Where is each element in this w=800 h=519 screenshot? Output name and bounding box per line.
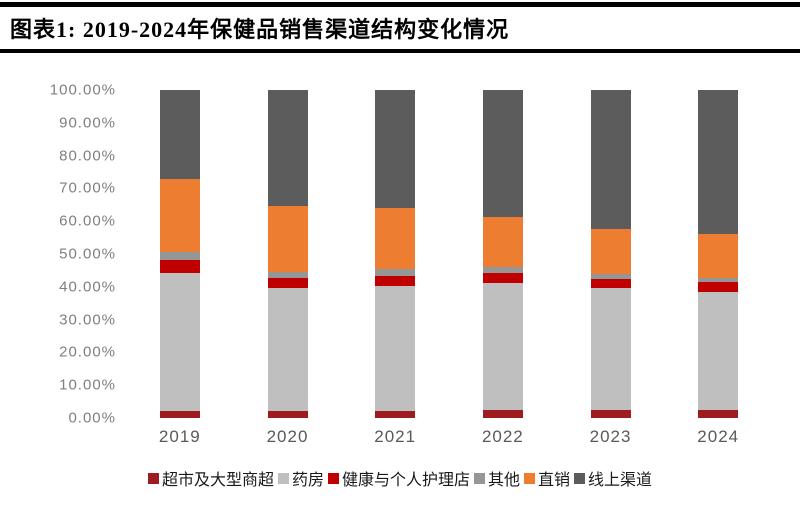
y-axis: 0.00% 10.00% 20.00% 30.00% 40.00% 50.00% 60.00… bbox=[0, 83, 118, 426]
bar-segment bbox=[482, 90, 523, 217]
legend-label: 健康与个人护理店 bbox=[341, 472, 470, 489]
bar-segment bbox=[267, 206, 308, 272]
y-tick-label: 30.00% bbox=[59, 311, 116, 329]
legend-label: 其他 bbox=[488, 472, 521, 489]
bar-segment bbox=[267, 278, 308, 288]
bar-column bbox=[234, 90, 342, 418]
legend-label: 直销 bbox=[538, 472, 571, 489]
top-border-line bbox=[0, 2, 800, 7]
bar-segment bbox=[590, 274, 631, 280]
bar-segment bbox=[375, 275, 416, 286]
stacked-bar bbox=[375, 90, 416, 418]
figure-title: 图表1: 2019-2024年保健品销售渠道结构变化情况 bbox=[10, 17, 510, 42]
bar-segment bbox=[698, 291, 739, 411]
x-tick-label: 2021 bbox=[374, 427, 417, 446]
bar-column bbox=[449, 90, 557, 418]
legend-swatch bbox=[524, 472, 536, 484]
bar-segment bbox=[159, 178, 200, 253]
bar-segment bbox=[590, 410, 631, 418]
stacked-bar-plot bbox=[126, 90, 772, 418]
bar-segment bbox=[375, 208, 416, 270]
legend-label: 药房 bbox=[291, 472, 324, 489]
bar-segment bbox=[482, 273, 523, 284]
bar-column bbox=[557, 90, 665, 418]
bar-segment bbox=[267, 271, 308, 279]
y-tick-label: 100.00% bbox=[49, 81, 116, 99]
bar-segment bbox=[482, 410, 523, 418]
stacked-bar bbox=[698, 90, 739, 418]
bar-column bbox=[126, 90, 234, 418]
bar-column bbox=[664, 90, 772, 418]
bar-segment bbox=[159, 273, 200, 412]
bar-segment bbox=[267, 90, 308, 207]
bar-segment bbox=[590, 279, 631, 288]
y-tick-label: 80.00% bbox=[59, 147, 116, 165]
bar-segment bbox=[159, 259, 200, 274]
bar-segment bbox=[375, 269, 416, 276]
x-tick-label: 2022 bbox=[481, 427, 524, 446]
bar-segment bbox=[159, 90, 200, 179]
bar-column bbox=[341, 90, 449, 418]
legend-item: 其他 bbox=[474, 466, 520, 490]
bar-segment bbox=[375, 285, 416, 411]
legend-swatch bbox=[574, 472, 586, 484]
legend-item: 线上渠道 bbox=[574, 466, 652, 490]
legend-label: 线上渠道 bbox=[588, 472, 653, 489]
bar-segment bbox=[482, 266, 523, 274]
y-tick-label: 50.00% bbox=[59, 245, 116, 263]
x-tick-label: 2019 bbox=[158, 427, 201, 446]
y-tick-label: 0.00% bbox=[68, 409, 116, 427]
bar-segment bbox=[698, 278, 739, 283]
x-axis: 2019 2020 2021 2022 2023 2024 bbox=[126, 427, 772, 447]
y-tick-label: 10.00% bbox=[59, 376, 116, 394]
stacked-bar bbox=[482, 90, 523, 418]
bar-segment bbox=[698, 90, 739, 235]
bar-segment bbox=[267, 287, 308, 412]
stacked-bar bbox=[590, 90, 631, 418]
bar-segment bbox=[482, 283, 523, 411]
y-tick-label: 40.00% bbox=[59, 278, 116, 296]
legend-swatch bbox=[147, 472, 159, 484]
legend-item: 健康与个人护理店 bbox=[327, 466, 470, 490]
legend-swatch bbox=[277, 472, 289, 484]
legend-item: 超市及大型商超 bbox=[147, 466, 274, 490]
bar-segment bbox=[590, 287, 631, 411]
legend-label: 超市及大型商超 bbox=[161, 472, 274, 489]
chart-legend: 超市及大型商超 药房 健康与个人护理店 其他 直销 线上渠道 bbox=[0, 466, 800, 490]
y-tick-label: 60.00% bbox=[59, 212, 116, 230]
bar-segment bbox=[482, 216, 523, 267]
x-tick-label: 2023 bbox=[589, 427, 632, 446]
bar-segment bbox=[159, 411, 200, 418]
bar-segment bbox=[375, 90, 416, 209]
bar-segment bbox=[590, 229, 631, 275]
legend-item: 直销 bbox=[524, 466, 570, 490]
y-tick-label: 90.00% bbox=[59, 114, 116, 132]
legend-item: 药房 bbox=[277, 466, 324, 490]
bar-segment bbox=[267, 411, 308, 418]
bar-segment bbox=[159, 252, 200, 260]
x-tick-label: 2024 bbox=[697, 427, 740, 446]
title-underline bbox=[0, 49, 800, 53]
bar-segment bbox=[375, 410, 416, 418]
bar-segment bbox=[698, 410, 739, 418]
bar-segment bbox=[698, 282, 739, 292]
y-tick-label: 20.00% bbox=[59, 343, 116, 361]
stacked-bar bbox=[159, 90, 200, 418]
legend-swatch bbox=[474, 472, 485, 484]
bar-segment bbox=[698, 234, 739, 279]
legend-swatch bbox=[327, 472, 339, 484]
x-tick-label: 2020 bbox=[266, 427, 309, 446]
bar-segment bbox=[590, 90, 631, 230]
stacked-bar bbox=[267, 90, 308, 418]
y-tick-label: 70.00% bbox=[59, 179, 116, 197]
